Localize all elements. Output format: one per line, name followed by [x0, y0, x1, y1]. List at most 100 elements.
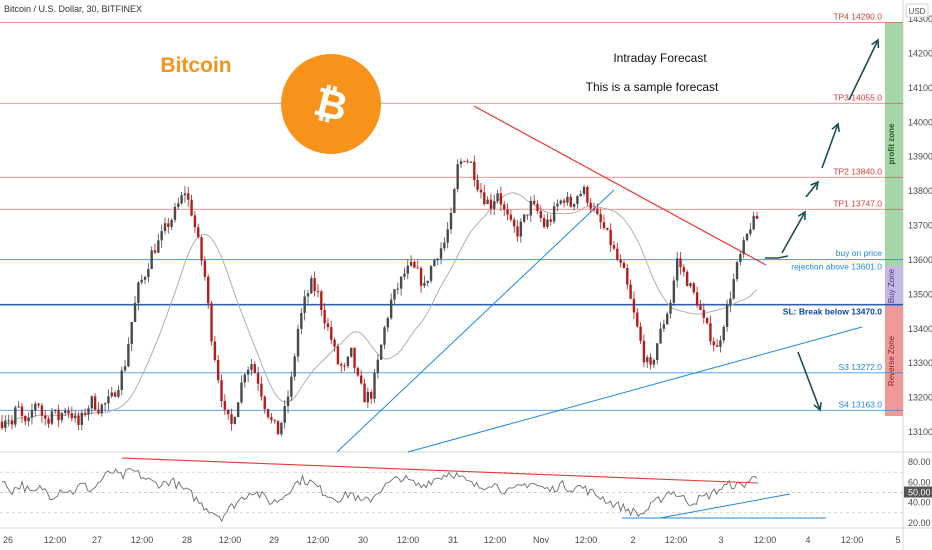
- candle-body: [283, 406, 286, 423]
- forecast-arrow-tp4-head: [871, 38, 880, 49]
- candle-body: [719, 340, 722, 347]
- candle-body: [213, 341, 217, 360]
- candle-body: [443, 242, 446, 249]
- candle-body: [323, 310, 326, 324]
- candle-body: [735, 261, 739, 280]
- level-label-tp1: TP1 13747.0: [833, 198, 882, 208]
- candle-body: [120, 370, 123, 390]
- candle-body: [180, 195, 183, 204]
- candle-body: [313, 278, 316, 292]
- candle-body: [170, 219, 173, 227]
- candle-body: [73, 415, 77, 419]
- forecast-arrow-tp1: [781, 211, 806, 254]
- candle-body: [479, 189, 483, 193]
- rsi-tick-label: 60.00: [908, 477, 931, 487]
- time-tick-label: 12:00: [397, 535, 420, 545]
- price-tick-label: 13900.0: [908, 152, 932, 162]
- candle-body: [216, 359, 220, 381]
- candle-body: [656, 343, 659, 361]
- candle-body: [270, 417, 273, 420]
- candle-body: [702, 309, 705, 318]
- candle-body: [286, 396, 290, 407]
- candle-body: [725, 304, 729, 327]
- time-tick-label: 12:00: [665, 535, 688, 545]
- resistance-trendline: [473, 105, 767, 266]
- candle-body: [722, 326, 725, 341]
- forecast-arrow-tp2-head: [810, 180, 820, 191]
- candle-body: [569, 196, 572, 207]
- candle-body: [689, 283, 692, 287]
- candle-body: [210, 303, 213, 342]
- candle-body: [399, 276, 403, 289]
- level-label-s3: S3 13272.0: [839, 362, 883, 372]
- candle-body: [173, 206, 177, 220]
- candle-body: [659, 328, 662, 344]
- candle-body: [20, 406, 24, 416]
- candle-body: [200, 237, 203, 261]
- candle-body: [649, 357, 652, 365]
- rsi-pane: [0, 457, 903, 523]
- candle-body: [592, 208, 596, 210]
- candle-body: [712, 341, 715, 346]
- candle-body: [503, 204, 506, 210]
- candle-body: [589, 202, 592, 209]
- rsi-current-badge: [904, 486, 932, 498]
- candle-body: [17, 406, 20, 408]
- price-tick-label: 13700.0: [908, 221, 932, 231]
- candle-body: [506, 209, 509, 215]
- candle-body: [27, 417, 30, 422]
- time-tick-label: 26: [3, 535, 13, 545]
- candle-body: [715, 345, 719, 347]
- forecast-arrow-tp3-head: [831, 122, 840, 133]
- rising-support-trendline: [336, 189, 615, 453]
- candle-body: [256, 373, 260, 384]
- candle-body: [612, 245, 616, 249]
- rsi-current-value: 50.00: [908, 488, 931, 498]
- currency-box[interactable]: [905, 3, 929, 18]
- candle-body: [306, 293, 310, 297]
- candle-body: [752, 215, 755, 230]
- candle-body: [127, 344, 130, 367]
- forecast-entry-segment: [765, 255, 789, 259]
- candle-body: [10, 420, 14, 425]
- candle-body: [220, 380, 223, 402]
- candle-body: [419, 268, 423, 286]
- bitcoin-logo: [281, 54, 381, 154]
- candle-body: [37, 403, 40, 406]
- candle-body: [70, 413, 74, 419]
- candle-body: [499, 193, 503, 205]
- candle-body: [280, 422, 283, 435]
- candle-body: [93, 396, 97, 410]
- forecast-arrow-reverse-head: [813, 401, 822, 412]
- candle-body: [739, 254, 742, 262]
- time-tick-label: Nov: [533, 535, 550, 545]
- candle-body: [632, 298, 636, 313]
- time-tick-label: 27: [92, 535, 102, 545]
- level-label-sl: SL: Break below 13470.0: [783, 307, 882, 317]
- buy-on-price-label: buy on price: [836, 248, 883, 258]
- candle-body: [469, 161, 473, 163]
- candle-body: [14, 407, 17, 425]
- candle-body: [343, 365, 346, 367]
- candle-body: [223, 401, 227, 410]
- forecast-arrows: [765, 38, 880, 412]
- brand-title: Bitcoin: [160, 54, 231, 77]
- forecast-subtitle: This is a sample forecast: [586, 80, 719, 94]
- candle-body: [642, 340, 646, 363]
- candle-body: [177, 203, 180, 207]
- candle-body: [526, 214, 529, 216]
- candle-body: [536, 203, 539, 211]
- candle-body: [316, 291, 320, 293]
- candle-body: [522, 214, 526, 222]
- price-tick-label: 14200.0: [908, 48, 932, 58]
- forecast-arrow-reverse: [797, 351, 821, 411]
- candle-body: [163, 223, 167, 232]
- price-tick-label: 13100.0: [908, 427, 932, 437]
- candle-body: [423, 282, 426, 286]
- candle-body: [290, 376, 293, 397]
- candle-body: [369, 391, 373, 399]
- candle-body: [516, 226, 519, 237]
- price-tick-label: 13300.0: [908, 358, 932, 368]
- candle-body: [596, 208, 599, 215]
- candle-body: [705, 317, 709, 324]
